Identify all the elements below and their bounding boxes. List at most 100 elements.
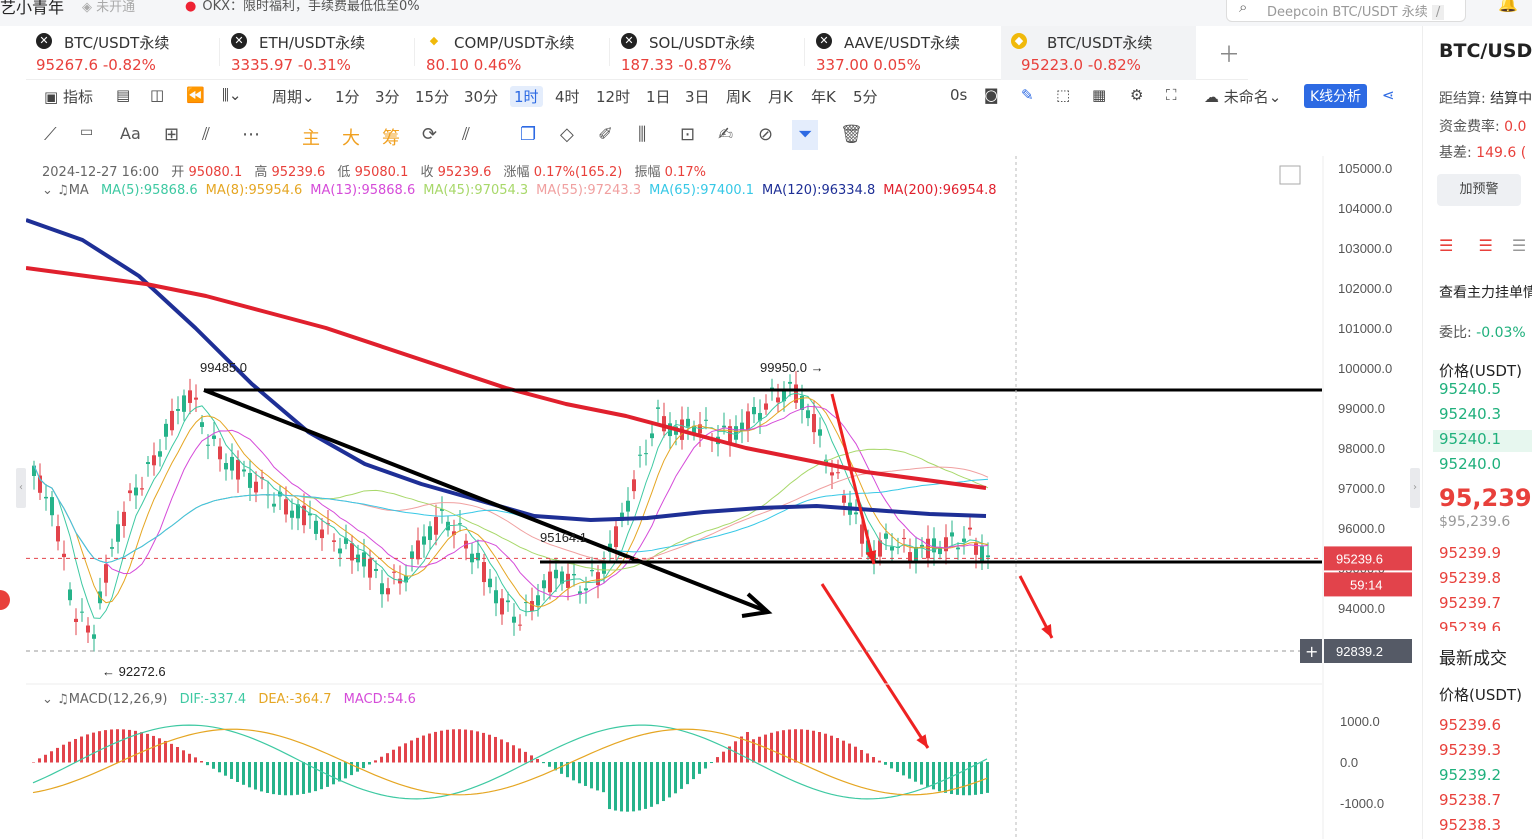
left-scroll-handle[interactable]: ‹ <box>16 468 26 508</box>
ask-price[interactable]: 95240.3 <box>1439 405 1502 423</box>
candle-body <box>686 418 690 427</box>
chip-toggle[interactable]: 筹 <box>382 128 400 149</box>
account-badge[interactable]: ◈ 未开通 <box>82 0 136 15</box>
trash-icon[interactable]: 🗑 <box>840 124 863 145</box>
macd-bar <box>458 729 461 763</box>
orderbook-both-icon[interactable]: ☰ ☰ ☰ <box>1439 236 1527 255</box>
macd-bar <box>626 762 629 812</box>
interval-3m[interactable]: 3分 <box>375 88 400 106</box>
kline-analysis-button[interactable]: K线分析 <box>1304 84 1368 108</box>
filter-icon[interactable]: ⏷ <box>792 120 819 150</box>
big-order-toggle[interactable]: 大 <box>342 128 360 149</box>
gear-icon[interactable]: ⚙ <box>1130 86 1144 104</box>
bid-price[interactable]: 95239.6 <box>1439 619 1502 631</box>
share-icon[interactable]: ⋖ <box>1382 86 1395 104</box>
period-dropdown[interactable]: 周期⌄ <box>272 88 315 106</box>
text-tool-icon[interactable]: Aa <box>120 124 141 143</box>
camera-icon[interactable]: ◙ <box>984 86 999 104</box>
symbol-tab[interactable]: ✕ BTC/USDT永续 95267.6 -0.82% <box>26 26 216 80</box>
interval-month[interactable]: 月K <box>768 88 793 106</box>
notice-banner[interactable]: ● OKX：限时福利，手续费最低低至0% <box>185 0 420 14</box>
notice-text: OKX：限时福利，手续费最低低至0% <box>202 0 420 14</box>
interval-1h[interactable]: 1时 <box>510 86 543 107</box>
ask-price[interactable]: 95240.1 <box>1439 430 1502 448</box>
add-alert-button[interactable]: 加预警 <box>1437 174 1521 206</box>
pencil-icon[interactable]: ✎ <box>1021 86 1034 104</box>
calendar-icon[interactable]: ▤ <box>116 86 131 104</box>
macd-bar <box>584 762 587 786</box>
interval-year[interactable]: 年K <box>811 88 836 106</box>
layout-name-dropdown[interactable]: ☁ 未命名⌄ <box>1204 88 1282 106</box>
tab-name: SOL/USDT永续 <box>649 34 755 52</box>
interval-4h[interactable]: 4时 <box>555 88 580 106</box>
macd-bar <box>434 731 437 763</box>
macd-bar <box>332 762 335 785</box>
sync-icon[interactable]: ⟳ <box>422 124 438 145</box>
symbol-tab-active[interactable]: ◆ BTC/USDT永续 95223.0 -0.82% <box>1001 26 1196 80</box>
symbol-tab[interactable]: ◆ COMP/USDT永续 80.10 0.46% <box>416 26 606 80</box>
candle-body <box>566 573 570 588</box>
eraser-icon[interactable]: ◇ <box>560 124 574 145</box>
search-input[interactable]: ⌕ Deepcoin BTC/USDT 永续 / <box>1226 0 1466 22</box>
template-icon[interactable]: ▦ <box>1092 86 1107 104</box>
symbol-tab[interactable]: ✕ AAVE/USDT永续 337.00 0.05% <box>806 26 996 80</box>
ask-price[interactable]: 95240.5 <box>1439 380 1502 398</box>
lock-icon[interactable]: ⊡ <box>680 124 696 145</box>
macd-bar <box>158 738 161 763</box>
macd-bar <box>344 762 347 779</box>
fullscreen-icon[interactable]: ⛶ <box>1166 86 1177 104</box>
line-tool-icon[interactable]: ⟋ <box>44 124 57 145</box>
interval-1d[interactable]: 1日 <box>646 88 671 106</box>
collapse-icon[interactable]: ⌄ <box>42 183 53 198</box>
float-red-button[interactable] <box>0 590 10 610</box>
add-tab-button[interactable]: ＋ <box>1218 43 1241 68</box>
measure-icon[interactable]: ⫽ <box>462 124 471 145</box>
magnet-icon[interactable]: ⊘ <box>758 124 774 145</box>
macd-bar <box>116 729 119 763</box>
price-chart[interactable]: 105000.0 104000.0 103000.0 102000.0 101000.0… <box>26 156 1416 839</box>
interval-15m[interactable]: 15分 <box>415 88 450 106</box>
macd-bar <box>152 735 155 763</box>
bell-icon[interactable]: ♫ <box>57 183 69 198</box>
interval-3d[interactable]: 3日 <box>685 88 710 106</box>
fib-tool-icon[interactable]: ⫽ <box>202 124 211 145</box>
indicators-button[interactable]: ▣ 指标 <box>44 88 93 106</box>
interval-30m[interactable]: 30分 <box>464 88 499 106</box>
more-tools-icon[interactable]: ⋯ <box>242 124 260 145</box>
candle-body <box>770 387 774 389</box>
symbol-tab[interactable]: ✕ ETH/USDT永续 3335.97 -0.31% <box>221 26 411 80</box>
bid-price[interactable]: 95239.7 <box>1439 594 1502 612</box>
edit-icon[interactable]: ✍ <box>718 124 734 145</box>
candle-body <box>374 568 378 571</box>
bell-icon[interactable]: 🔔 <box>1498 0 1518 13</box>
replay-icon[interactable]: ⏪ <box>186 86 205 104</box>
copy-icon[interactable]: ❐ <box>520 124 537 145</box>
candle-body <box>596 572 600 586</box>
main-force-toggle[interactable]: 主 <box>302 128 320 149</box>
bell-icon[interactable]: ♫ <box>57 692 69 707</box>
right-scroll-handle[interactable]: › <box>1410 468 1420 508</box>
interval-12h[interactable]: 12时 <box>596 88 631 106</box>
macd-bar <box>692 762 695 780</box>
interval-week[interactable]: 周K <box>726 88 751 106</box>
collapse-icon[interactable]: ⌄ <box>42 692 53 707</box>
ruler-tool-icon[interactable]: ▭ <box>80 124 94 140</box>
chart-type-icon[interactable]: ⫼⌄ <box>222 86 242 104</box>
ask-price[interactable]: 95240.0 <box>1439 455 1502 473</box>
bid-price[interactable]: 95239.8 <box>1439 569 1502 587</box>
candle-body <box>572 573 576 576</box>
add-tool-icon[interactable]: ⊞ <box>164 124 180 145</box>
frame-icon[interactable]: ⬚ <box>1056 86 1071 104</box>
bid-price[interactable]: 95239.9 <box>1439 544 1502 562</box>
depth-title[interactable]: 查看主力挂单情 <box>1439 285 1532 301</box>
macd-bar <box>896 762 899 772</box>
trades-title[interactable]: 最新成交 <box>1439 649 1507 669</box>
interval-1m[interactable]: 1分 <box>335 88 360 106</box>
interval-5m[interactable]: 5分 <box>853 88 878 106</box>
symbol-tab[interactable]: ✕ SOL/USDT永续 187.33 -0.87% <box>611 26 801 80</box>
candle-body <box>842 495 846 503</box>
candles-icon[interactable]: ⫼ <box>638 124 647 145</box>
layout-icon[interactable]: ◫ <box>150 86 165 104</box>
brush-icon[interactable]: ✐ <box>598 124 614 145</box>
macd-bar <box>56 747 59 763</box>
